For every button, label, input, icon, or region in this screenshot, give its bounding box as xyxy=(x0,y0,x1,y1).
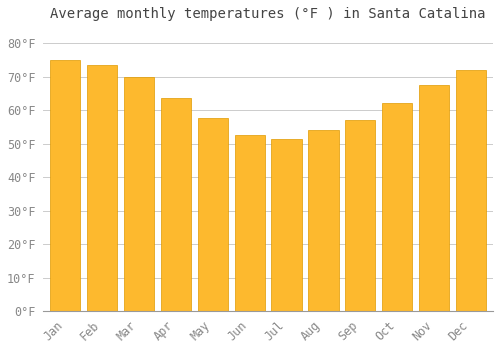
Bar xyxy=(234,135,264,311)
Bar xyxy=(308,130,338,311)
Bar xyxy=(382,103,412,311)
Bar xyxy=(87,65,117,311)
Bar xyxy=(456,70,486,311)
Bar xyxy=(124,77,154,311)
Bar xyxy=(50,60,80,311)
Bar xyxy=(419,85,449,311)
Bar xyxy=(272,139,302,311)
Bar xyxy=(198,118,228,311)
Title: Average monthly temperatures (°F ) in Santa Catalina: Average monthly temperatures (°F ) in Sa… xyxy=(50,7,486,21)
Bar xyxy=(160,98,191,311)
Bar xyxy=(345,120,376,311)
